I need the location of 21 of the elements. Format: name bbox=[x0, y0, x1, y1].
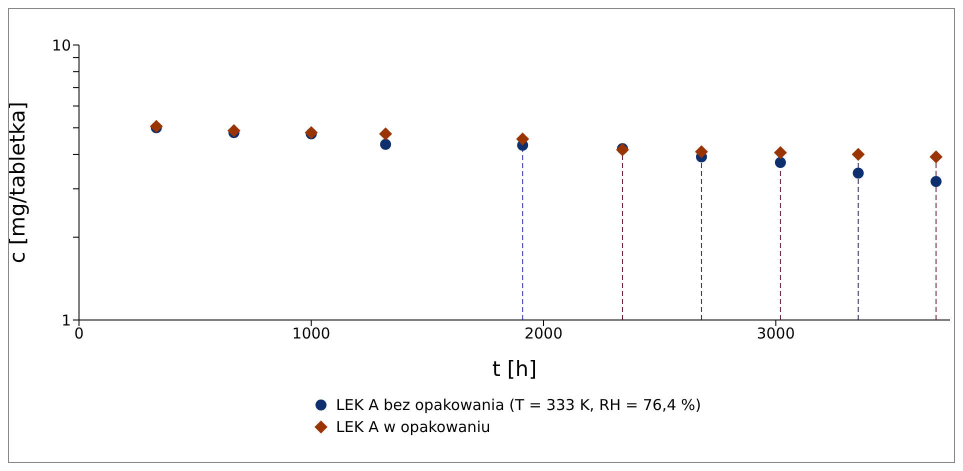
y-tick-label: 10 bbox=[52, 36, 71, 54]
legend-label: LEK A bez opakowania (T = 333 K, RH = 76,4 %) bbox=[336, 395, 702, 416]
x-tick-label: 0 bbox=[74, 324, 84, 343]
x-tick-label: 2000 bbox=[524, 324, 563, 343]
point bbox=[774, 156, 786, 168]
x-tick-label: 1000 bbox=[292, 324, 330, 343]
point bbox=[852, 168, 864, 179]
point bbox=[930, 150, 943, 164]
point bbox=[379, 127, 392, 140]
point bbox=[694, 145, 708, 158]
point bbox=[930, 176, 942, 187]
point bbox=[227, 124, 240, 138]
x-tick-label: 3000 bbox=[756, 324, 795, 343]
point bbox=[774, 146, 787, 160]
point bbox=[380, 138, 392, 150]
point bbox=[516, 132, 530, 146]
legend-label: LEK A w opakowaniu bbox=[336, 417, 490, 438]
x-axis-title: t [h] bbox=[492, 357, 537, 381]
y-tick-label: 1 bbox=[61, 311, 71, 330]
point bbox=[852, 148, 865, 161]
point bbox=[150, 120, 163, 133]
